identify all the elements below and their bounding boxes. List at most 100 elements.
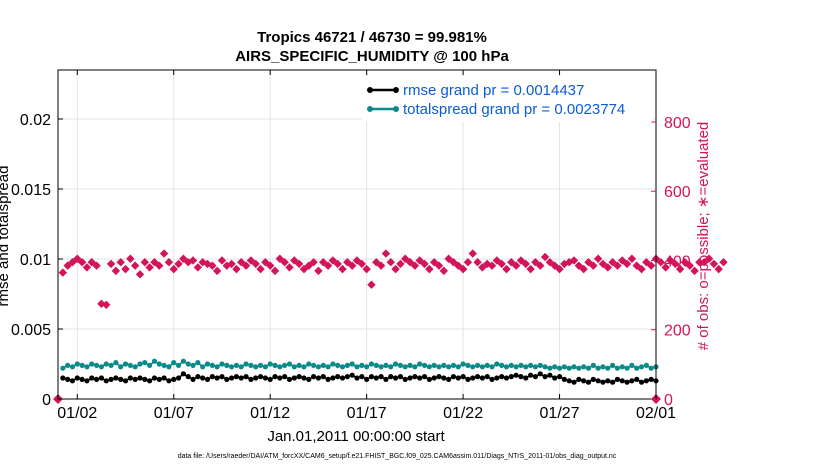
series-1-point (474, 362, 481, 368)
series-0-point (98, 375, 105, 381)
series-1-point (214, 364, 220, 370)
series-1-point (634, 365, 640, 371)
series-1-point (590, 362, 596, 368)
series-0-point (151, 375, 158, 381)
series-1-point (282, 362, 288, 368)
series-1-point (556, 365, 563, 371)
obs-evaluated-marker (121, 264, 130, 274)
obs-evaluated-marker (367, 280, 376, 289)
series-0-point (325, 376, 331, 382)
series-1-point (484, 362, 490, 368)
obs-evaluated-marker (58, 268, 68, 277)
obs-evaluated-marker (685, 261, 694, 270)
series-0-point (474, 374, 481, 380)
obs-evaluated-marker (555, 264, 564, 274)
series-0-point (638, 379, 645, 385)
series-0-point (161, 375, 167, 381)
y-tick-label: 0 (42, 392, 51, 409)
series-0-point (581, 378, 587, 384)
obs-evaluated-marker (73, 254, 82, 263)
series-1-point (185, 361, 191, 367)
series-1-point (431, 362, 437, 368)
chart-subtitle: AIRS_SPECIFIC_HUMIDITY @ 100 hPa (235, 48, 509, 65)
series-1-point (402, 364, 408, 370)
series-1-point (479, 364, 485, 370)
series-0-point (537, 371, 543, 377)
series-1-point (204, 361, 211, 367)
obs-evaluated-marker (208, 261, 217, 270)
series-1-point (330, 361, 336, 367)
series-0-point (166, 378, 172, 384)
obs-evaluated-marker (463, 258, 473, 267)
series-0-point (450, 374, 457, 380)
obs-evaluated-marker (507, 258, 516, 267)
series-1-point (257, 362, 264, 368)
series-0-point (619, 378, 625, 384)
obs-evaluated-marker (130, 261, 140, 270)
series-0-point (595, 378, 601, 384)
obs-evaluated-marker (270, 266, 280, 276)
series-1-point (571, 364, 577, 370)
axis-ticks: 01/02 01/07 01/12 01/17 01/22 01/27 02/0100.00… (11, 70, 691, 422)
legend-rmse-marker-end (393, 87, 399, 93)
obs-evaluated-marker (135, 270, 145, 279)
y-axis-label: rmse and totalspread (0, 166, 12, 307)
series-0-point (84, 378, 90, 384)
obs-evaluated-marker (410, 261, 420, 270)
series-1-point (180, 358, 186, 364)
series-1-point (127, 362, 133, 368)
obs-evaluated-marker (656, 258, 666, 267)
obs-evaluated-marker (106, 259, 116, 269)
series-1-point (171, 360, 177, 366)
series-1-point (354, 364, 360, 370)
series-0-point (190, 376, 196, 382)
series-0-point (349, 372, 355, 378)
series-1-point (388, 364, 394, 370)
x-tick-label: 01/27 (540, 405, 580, 422)
obs-evaluated-marker (502, 264, 511, 274)
right-y-axis-label: # of obs: o=possible; ∗=evaluated (695, 122, 712, 351)
series-0-point (585, 379, 592, 385)
series-0-point (224, 376, 230, 382)
series-0-point (113, 375, 119, 381)
obs-evaluated-marker (719, 258, 728, 267)
series-0-point (508, 374, 514, 380)
x-tick-label: 01/02 (57, 405, 97, 422)
obs-evaluated-marker (280, 258, 289, 267)
series-0-point (180, 371, 186, 377)
series-1-point (233, 362, 240, 368)
series-1-point (436, 364, 442, 370)
series-0-point (127, 375, 133, 381)
series-0-point (219, 374, 225, 380)
series-1-point (638, 364, 645, 370)
obs-evaluated-marker (155, 261, 164, 270)
series-1-point (523, 364, 529, 370)
series-0-point (571, 379, 577, 385)
obs-evaluated-marker (188, 256, 198, 265)
series-1-point (209, 362, 215, 368)
obs-evaluated-marker (323, 261, 333, 270)
series-1-point (301, 364, 307, 370)
obs-evaluated-marker (603, 263, 612, 272)
obs-evaluated-marker (579, 264, 588, 274)
y-tick-label: 0.015 (11, 182, 51, 199)
obs-evaluated-marker (468, 249, 477, 258)
series-1-point (272, 362, 278, 368)
series-1-point (310, 362, 317, 368)
series-1-point (262, 364, 268, 370)
obs-evaluated-marker (613, 261, 622, 270)
obs-evaluated-marker (77, 258, 87, 267)
series-0-point (253, 375, 259, 381)
series-1-point (489, 364, 495, 370)
chart-title: Tropics 46721 / 46730 = 99.981% (257, 29, 487, 46)
obs-evaluated-marker (671, 259, 680, 269)
data-file-footnote: data file: /Users/raeder/DAI/ATM_forcXX/… (178, 453, 617, 460)
series-0-point (605, 378, 611, 384)
obs-evaluated-marker (241, 261, 251, 270)
series-1-point (349, 361, 355, 367)
series-0-point (600, 379, 606, 385)
series-0-point (460, 374, 466, 380)
obs-evaluated-marker (632, 261, 641, 270)
obs-evaluated-marker (434, 261, 444, 270)
series-0-point (465, 376, 471, 382)
